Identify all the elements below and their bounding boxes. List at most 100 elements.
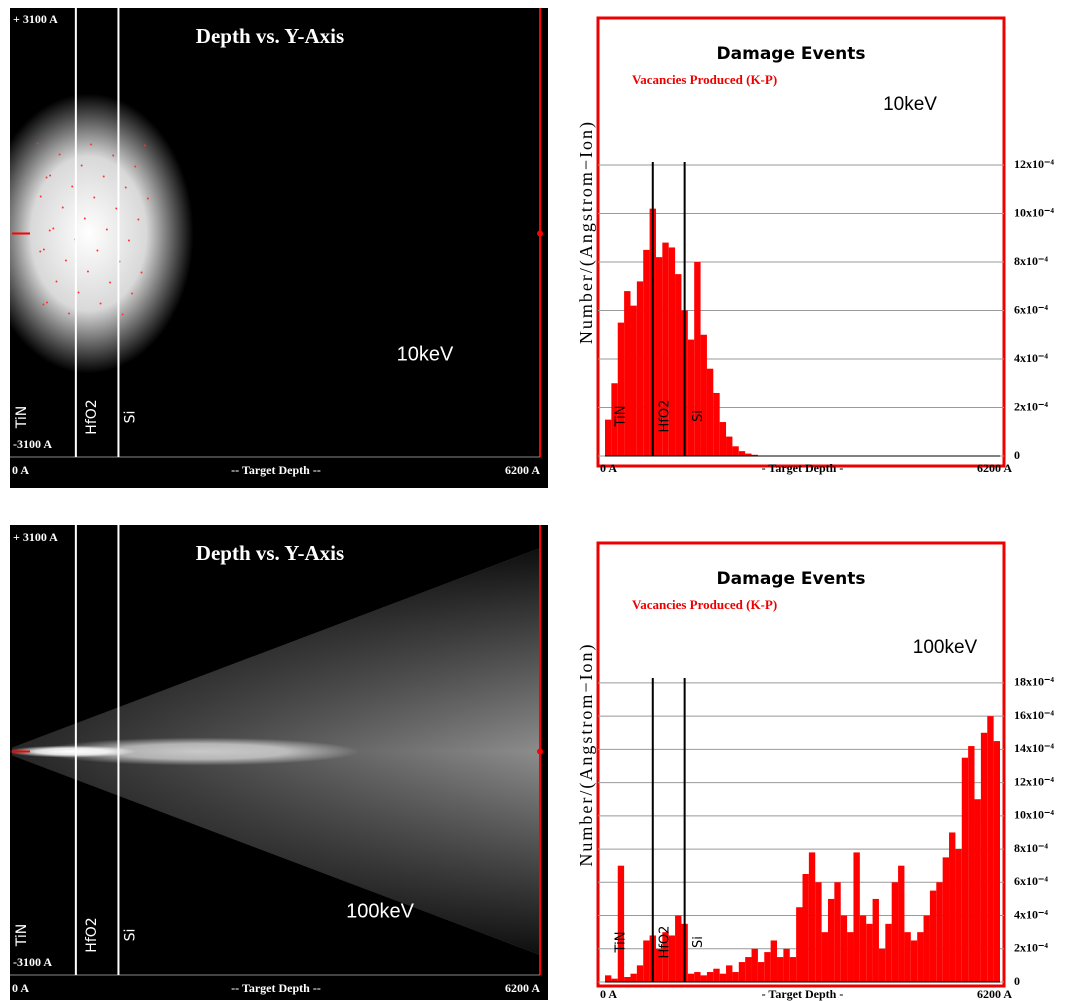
y-tick-label: 4x10⁻⁴ [1014,351,1048,365]
cloud-speck [105,228,108,231]
y-tick-label: 2x10⁻⁴ [1014,399,1048,413]
bar [777,957,784,982]
cloud-speck [68,312,71,315]
cloud-speck [42,248,45,251]
bar [643,940,650,982]
annotation: 10keV [397,343,454,365]
cloud-speck [83,217,86,220]
cloud-speck [90,143,93,146]
bar [847,932,854,982]
layer-label: HfO2 [657,926,672,959]
cloud-speck [39,250,42,253]
y-tick-label: 0 [1014,448,1020,462]
bar [726,965,733,982]
right-marker [537,230,543,237]
cloud-speck [49,174,52,177]
layer-label: HfO2 [84,399,100,434]
bar [738,962,746,982]
cloud-speck [52,227,55,230]
layer-label: TiN [14,406,30,429]
bar [993,741,1000,982]
y-tick-label: 12x10⁻⁴ [1014,157,1054,171]
bar [617,322,625,456]
bar [706,972,714,982]
bar [687,973,695,982]
bar [624,977,631,982]
layer-label: TiN [614,932,629,954]
bar [605,419,612,456]
cloud-speck [86,270,89,273]
cloud-speck [124,186,127,189]
y-tick-label: 8x10⁻⁴ [1014,841,1048,855]
cloud-speck [93,196,96,199]
cloud-speck [127,239,130,242]
bar [878,948,886,982]
x-tick-label: 0 A [12,981,29,995]
bar [808,852,816,982]
x-axis-label: - Target Depth - [762,987,844,1001]
bar [675,274,682,456]
layer-label: HfO2 [657,400,672,433]
cloud-speck [121,313,124,316]
y-axis-label: Number/(Angstrom−Ion) [576,120,597,344]
bar [745,453,752,456]
cloud-speck [112,154,115,157]
bar [949,832,956,982]
annotation: 10keV [883,94,937,115]
y-tick-label: + 3100 A [13,12,58,26]
bar [923,915,930,982]
bar [700,334,707,456]
cloud-speck [42,303,45,306]
cloud-speck [55,280,58,283]
bar [751,454,758,456]
bar [694,262,701,456]
bar [611,383,618,456]
bar [706,368,714,456]
y-tick-label: 14x10⁻⁴ [1014,741,1054,755]
y-tick-label: 12x10⁻⁴ [1014,774,1054,788]
bar [942,857,950,982]
cloud-speck [109,281,112,284]
x-tick-label: 6200 A [977,987,1012,1001]
bar [757,962,765,982]
bar [751,948,758,982]
bar [917,932,924,982]
y-tick-label: 16x10⁻⁴ [1014,708,1054,722]
cloud-speck [134,165,137,168]
bar [796,907,803,982]
y-tick-label: 6x10⁻⁴ [1014,874,1048,888]
bar [662,242,669,456]
bar [764,952,771,982]
y-tick-label: 4x10⁻⁴ [1014,907,1048,921]
cloud-speck [36,142,39,145]
bar [936,882,943,982]
bar [898,865,905,982]
bar [655,257,663,456]
bar [821,932,828,982]
y-tick-label: 2x10⁻⁴ [1014,941,1048,955]
bar [961,757,969,982]
bar [630,305,637,456]
y-tick-label: 0 [1014,974,1020,988]
layer-label: Si [691,410,706,422]
ion-core [39,737,360,766]
cloud-speck [39,195,42,198]
chart-title: Damage Events [717,44,866,64]
bar [732,446,739,456]
cloud-speck [140,271,143,274]
y-tick-label: 18x10⁻⁴ [1014,675,1054,689]
y-axis-label: Number/(Angstrom−Ion) [576,642,597,866]
cloud-speck [143,144,146,147]
cloud-speck [45,176,48,179]
chart-title: Depth vs. Y-Axis [196,541,344,565]
bar [713,968,720,982]
bar [770,940,778,982]
cloud-speck [137,218,140,221]
bar [910,940,918,982]
y-tick-label: -3100 A [13,955,52,969]
bar [980,732,988,982]
bar [624,291,631,456]
bar [617,865,625,982]
bar [636,965,644,982]
y-tick-label: 6x10⁻⁴ [1014,302,1048,316]
